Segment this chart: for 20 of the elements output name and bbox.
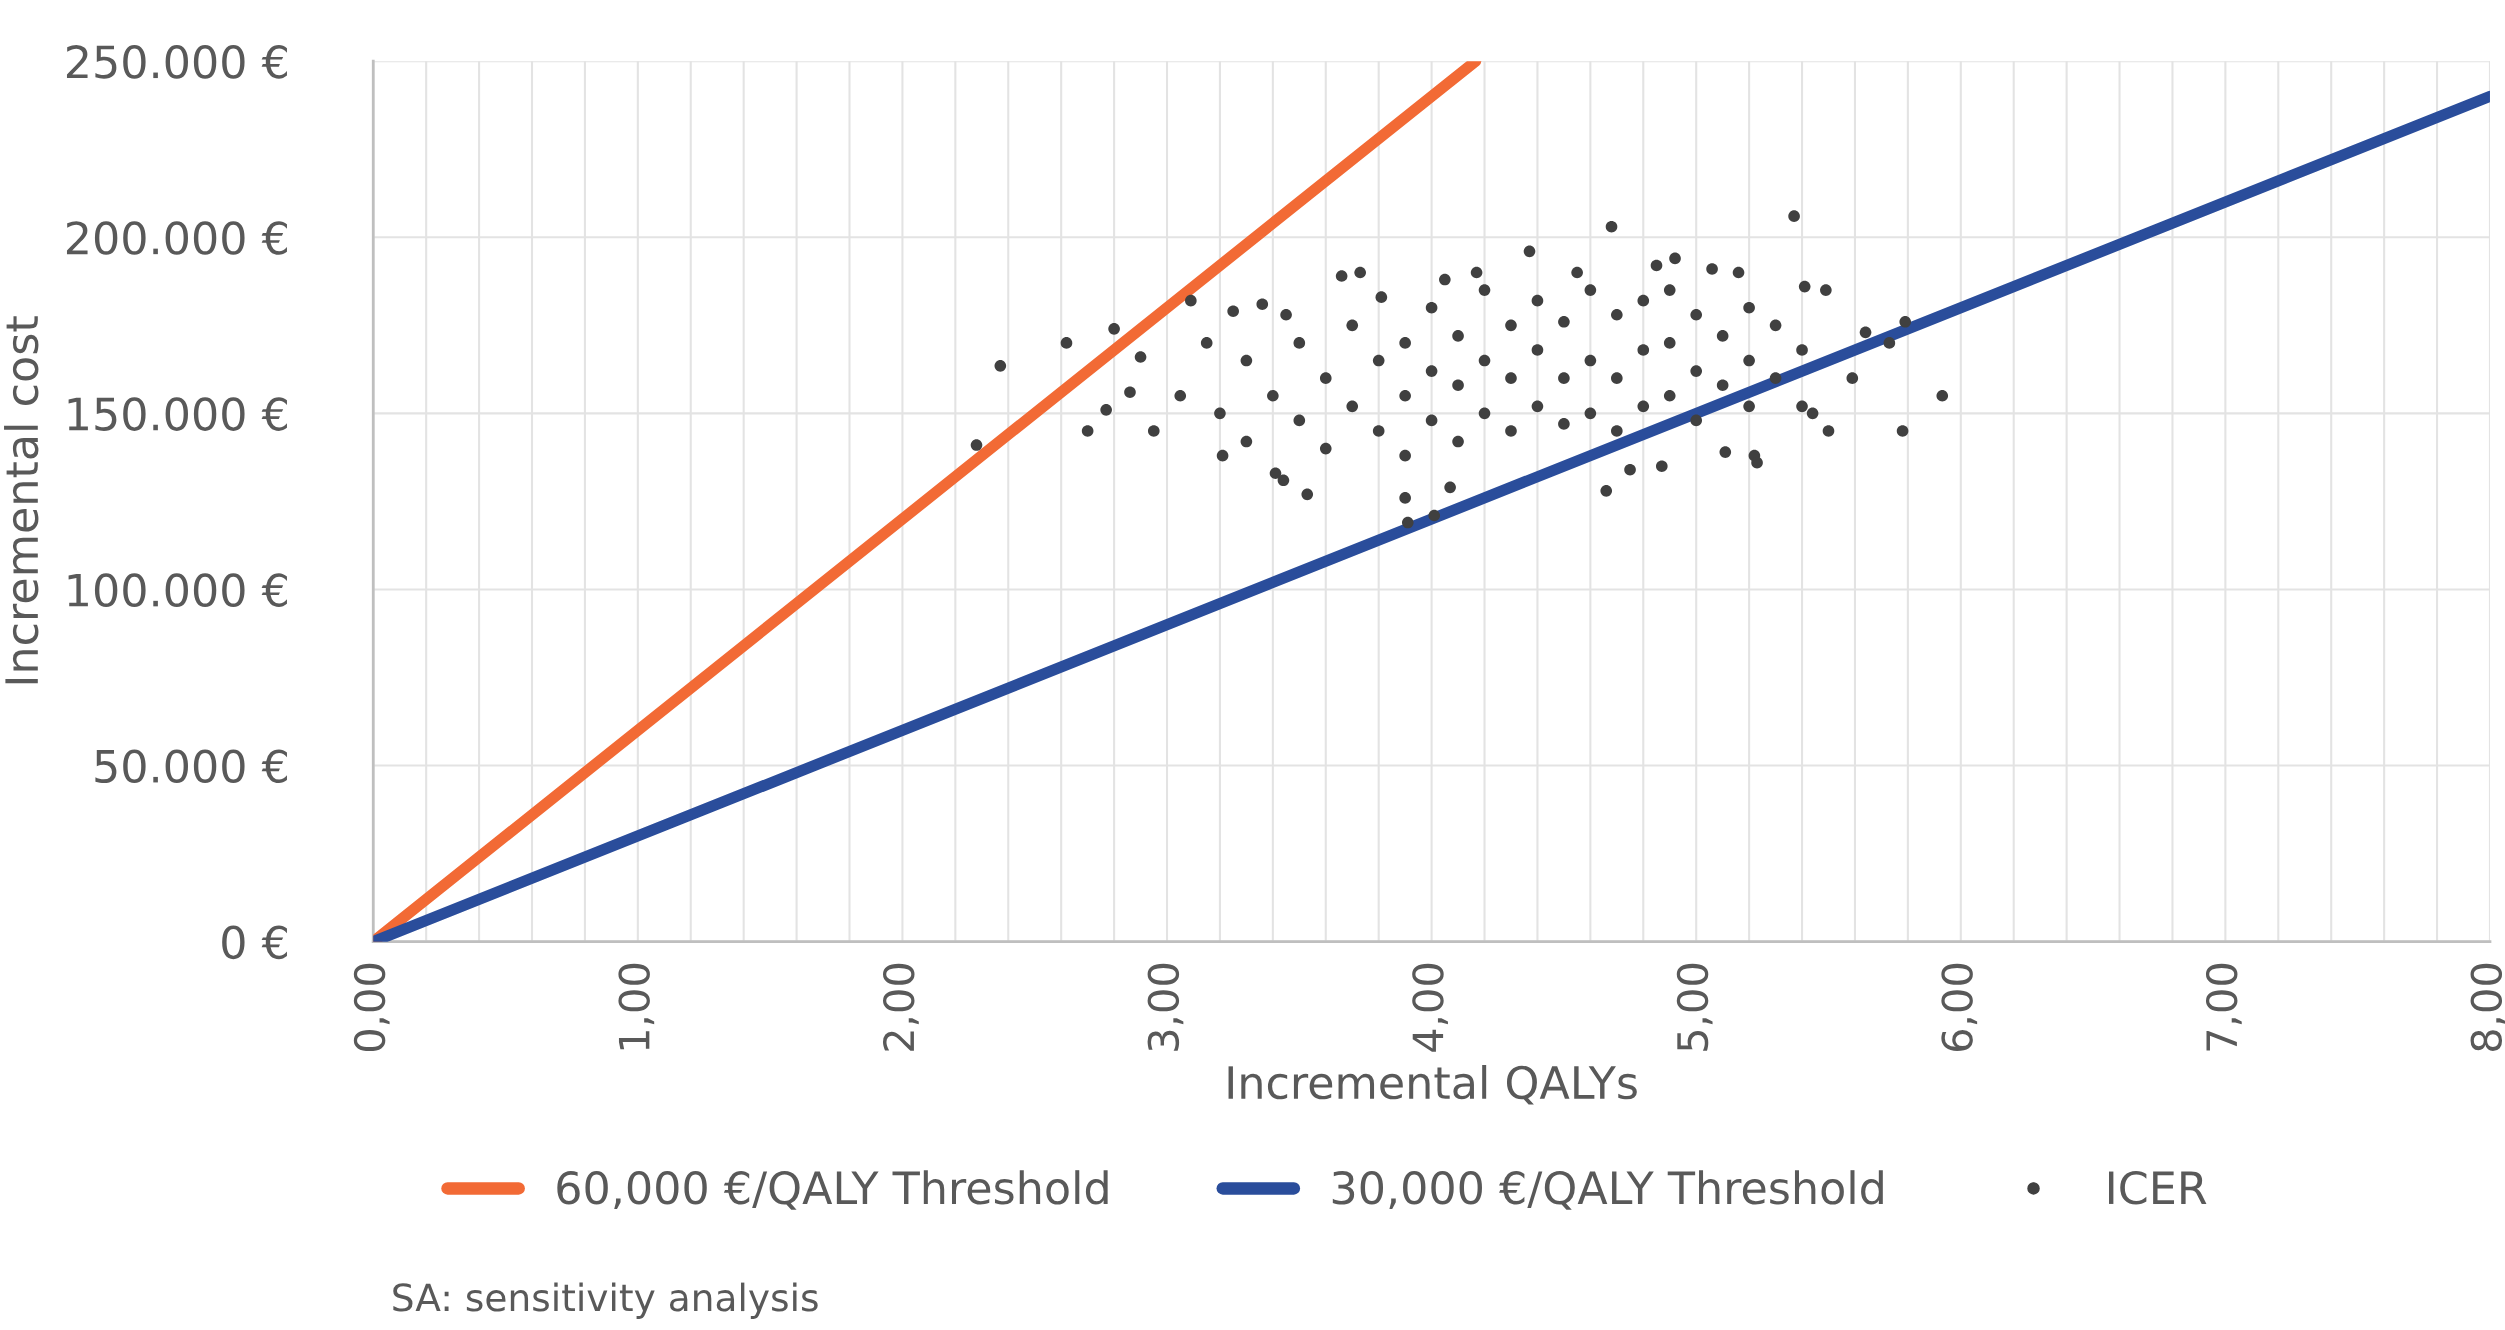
y-tick-label: 50.000 € xyxy=(95,749,287,784)
y-tick-label: 150.000 € xyxy=(68,397,287,431)
x-tick-label: 0,00 xyxy=(353,963,390,1052)
x-tick-label: 1,00 xyxy=(618,963,655,1050)
x-axis-title: Incremental QALYs xyxy=(1228,1064,1637,1105)
y-tick-label: 0 € xyxy=(222,925,287,960)
text: SA: sensitivity analysis xyxy=(393,1282,818,1319)
legend-label: 30,000 €/QALY Threshold xyxy=(1332,1170,1883,1210)
legend-label: ICER xyxy=(2109,1170,2207,1205)
x-tick-label: 7,00 xyxy=(2205,963,2242,1051)
y-axis-title: Incremental cost xyxy=(4,316,39,684)
y-tick-label: 250.000 € xyxy=(66,45,287,79)
x-tick-label: 2,00 xyxy=(883,963,919,1051)
y-tick-label: 100.000 € xyxy=(68,573,287,607)
x-tick-label: 6,00 xyxy=(1941,963,1978,1051)
legend-label: 60,000 €/QALY Threshold xyxy=(557,1170,1108,1210)
y-tick-label: 200.000 € xyxy=(66,221,287,255)
x-tick-label: 4,00 xyxy=(1412,963,1448,1052)
x-tick-label: 3,00 xyxy=(1147,963,1184,1051)
x-tick-label: 5,00 xyxy=(1676,963,1713,1051)
